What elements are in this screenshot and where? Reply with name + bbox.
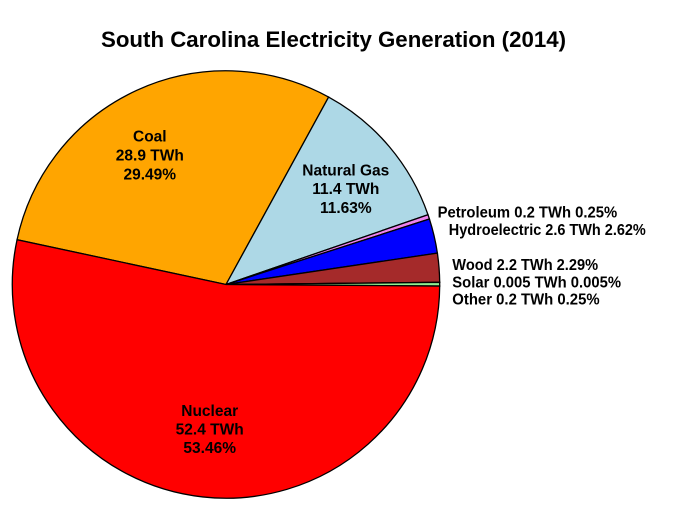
svg-text:Solar 0.005 TWh 0.005%: Solar 0.005 TWh 0.005% [452,275,621,292]
svg-text:11.63%: 11.63% [320,200,372,217]
svg-text:29.49%: 29.49% [124,166,177,183]
svg-text:Coal: Coal [133,129,167,146]
svg-text:Wood 2.2 TWh 2.29%: Wood 2.2 TWh 2.29% [452,257,598,274]
svg-text:Natural Gas: Natural Gas [302,162,389,179]
svg-text:Other 0.2 TWh 0.25%: Other 0.2 TWh 0.25% [452,292,599,309]
svg-text:Hydroelectric 2.6 TWh 2.62%: Hydroelectric 2.6 TWh 2.62% [449,222,646,239]
svg-text:South Carolina Electricity Gen: South Carolina Electricity Generation (2… [101,27,566,52]
svg-text:28.9 TWh: 28.9 TWh [116,147,184,164]
svg-text:52.4 TWh: 52.4 TWh [176,422,244,439]
svg-text:11.4 TWh: 11.4 TWh [312,181,379,198]
svg-text:53.46%: 53.46% [183,440,236,457]
svg-text:Petroleum 0.2 TWh 0.25%: Petroleum 0.2 TWh 0.25% [438,205,618,222]
svg-text:Nuclear: Nuclear [181,403,238,420]
